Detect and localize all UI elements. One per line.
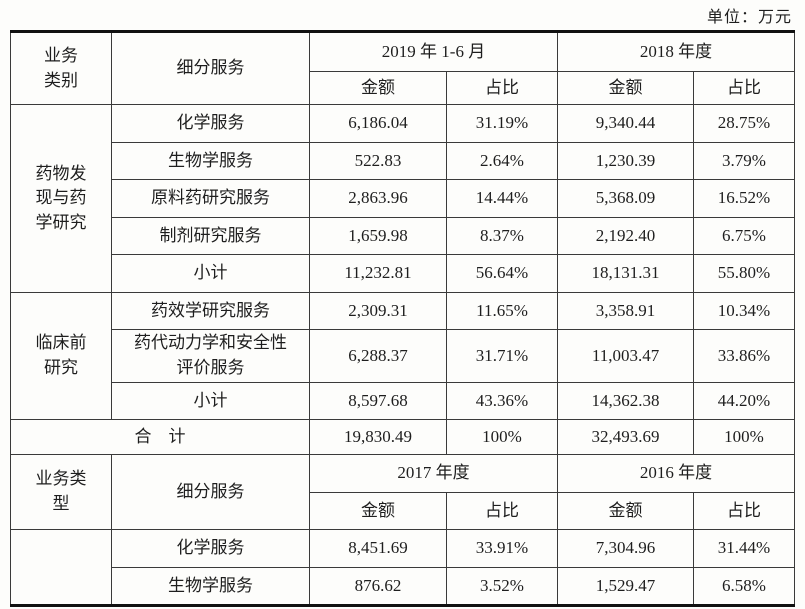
amount-cell: 2,309.31 <box>309 292 447 330</box>
amount-cell: 9,340.44 <box>557 104 695 143</box>
header-ratio-2019h1: 占比 <box>445 71 559 105</box>
amount-cell: 6,288.37 <box>309 329 447 383</box>
amount-cell: 3,358.91 <box>557 292 695 330</box>
amount-cell: 1,659.98 <box>309 217 447 255</box>
amount-cell: 6,186.04 <box>309 104 447 143</box>
ratio-cell: 33.86% <box>693 329 796 383</box>
ratio-cell: 14.44% <box>445 179 559 218</box>
amount-cell: 2,863.96 <box>309 179 447 218</box>
amount-cell: 5,368.09 <box>557 179 695 218</box>
amount-cell: 32,493.69 <box>557 419 695 455</box>
header-period-2019h1: 2019 年 1-6 月 <box>308 31 559 72</box>
service-cell: 生物学服务 <box>111 567 310 606</box>
amount-cell: 11,003.47 <box>557 329 695 383</box>
service-cell: 药效学研究服务 <box>111 292 310 330</box>
ratio-cell: 33.91% <box>445 529 559 568</box>
table-row: 化学服务 8,451.69 33.91% 7,304.96 31.44% <box>10 529 796 606</box>
table-row: 原料药研究服务 2,863.96 14.44% 5,368.09 16.52% <box>11 179 796 218</box>
header-ratio-2018: 占比 <box>693 71 796 105</box>
amount-cell: 8,451.69 <box>309 529 447 568</box>
amount-cell: 522.83 <box>309 142 447 180</box>
ratio-cell: 43.36% <box>445 382 559 420</box>
subtotal-row: 小计 11,232.81 56.64% 18,131.31 55.80% <box>11 254 796 293</box>
amount-cell: 11,232.81 <box>309 254 447 293</box>
header-sub-service-2: 细分服务 <box>111 454 310 530</box>
total-label: 合 计 <box>10 419 310 455</box>
ratio-cell: 6.58% <box>693 567 796 606</box>
header-row-periods-1: 业务 类别 细分服务 2019 年 1-6 月 2018 年度 <box>10 31 796 105</box>
group-label-drug-discovery: 药物发 现与药 学研究 <box>10 104 112 293</box>
amount-cell: 8,597.68 <box>309 382 447 420</box>
ratio-cell: 16.52% <box>693 179 796 218</box>
header-ratio-2016: 占比 <box>693 492 796 530</box>
header-period-2016: 2016 年度 <box>557 454 796 493</box>
revenue-breakdown-table: 业务 类别 细分服务 2019 年 1-6 月 2018 年度 金额 占比 金额… <box>10 30 796 607</box>
ratio-cell: 6.75% <box>693 217 796 255</box>
unit-label: 单位：万元 <box>706 9 792 26</box>
header-period-2018: 2018 年度 <box>557 31 796 72</box>
ratio-cell: 8.37% <box>445 217 559 255</box>
header-business-type: 业务类 型 <box>10 454 112 530</box>
amount-cell: 876.62 <box>309 567 447 606</box>
ratio-cell: 3.52% <box>445 567 559 606</box>
total-row: 合 计 19,830.49 100% 32,493.69 100% <box>10 419 796 455</box>
ratio-cell: 28.75% <box>693 104 796 143</box>
amount-cell: 7,304.96 <box>557 529 695 568</box>
header-ratio-2017: 占比 <box>445 492 559 530</box>
ratio-cell: 100% <box>693 419 796 455</box>
service-cell: 化学服务 <box>111 104 310 143</box>
amount-cell: 19,830.49 <box>309 419 447 455</box>
ratio-cell: 56.64% <box>445 254 559 293</box>
service-cell: 生物学服务 <box>111 142 310 180</box>
subtotal-label: 小计 <box>111 254 310 293</box>
header-amount-2019h1: 金额 <box>309 71 447 105</box>
ratio-cell: 3.79% <box>693 142 796 180</box>
ratio-cell: 31.19% <box>445 104 559 143</box>
header-amount-2016: 金额 <box>557 492 695 530</box>
table-row: 药物发 现与药 学研究 化学服务 6,186.04 31.19% 9,340.4… <box>10 104 796 293</box>
service-cell: 制剂研究服务 <box>111 217 310 255</box>
ratio-cell: 100% <box>445 419 559 455</box>
header-row-measures-2: 金额 占比 金额 占比 <box>11 492 796 530</box>
amount-cell: 1,230.39 <box>557 142 695 180</box>
ratio-cell: 31.44% <box>693 529 796 568</box>
table-row: 制剂研究服务 1,659.98 8.37% 2,192.40 6.75% <box>11 217 796 255</box>
subtotal-label: 小计 <box>111 382 310 420</box>
subtotal-row: 小计 8,597.68 43.36% 14,362.38 44.20% <box>11 382 796 420</box>
header-sub-service-1: 细分服务 <box>111 31 310 105</box>
ratio-cell: 2.64% <box>445 142 559 180</box>
amount-cell: 2,192.40 <box>557 217 695 255</box>
group-label-empty <box>10 529 112 606</box>
ratio-cell: 55.80% <box>693 254 796 293</box>
ratio-cell: 31.71% <box>445 329 559 383</box>
amount-cell: 14,362.38 <box>557 382 695 420</box>
service-cell: 原料药研究服务 <box>111 179 310 218</box>
table-row: 生物学服务 876.62 3.52% 1,529.47 6.58% <box>11 567 796 606</box>
table-row: 临床前 研究 药效学研究服务 2,309.31 11.65% 3,358.91 … <box>10 292 796 420</box>
table-row: 药代动力学和安全性 评价服务 6,288.37 31.71% 11,003.47… <box>11 329 796 383</box>
amount-cell: 18,131.31 <box>557 254 695 293</box>
table-row: 生物学服务 522.83 2.64% 1,230.39 3.79% <box>11 142 796 180</box>
ratio-cell: 44.20% <box>693 382 796 420</box>
header-row-measures-1: 金额 占比 金额 占比 <box>11 71 796 105</box>
service-cell: 化学服务 <box>111 529 310 568</box>
ratio-cell: 10.34% <box>693 292 796 330</box>
ratio-cell: 11.65% <box>445 292 559 330</box>
header-amount-2018: 金额 <box>557 71 695 105</box>
header-period-2017: 2017 年度 <box>308 454 559 493</box>
group-label-preclinical: 临床前 研究 <box>10 292 112 420</box>
amount-cell: 1,529.47 <box>557 567 695 606</box>
header-amount-2017: 金额 <box>309 492 447 530</box>
header-row-periods-2: 业务类 型 细分服务 2017 年度 2016 年度 <box>10 454 796 530</box>
service-cell: 药代动力学和安全性 评价服务 <box>111 329 310 383</box>
header-business-category: 业务 类别 <box>10 31 112 105</box>
